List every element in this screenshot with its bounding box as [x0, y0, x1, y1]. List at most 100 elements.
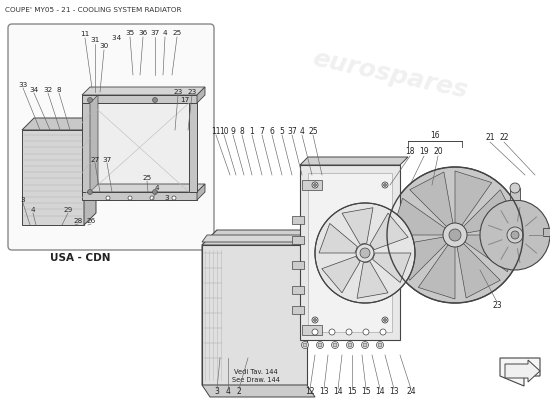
Circle shape — [172, 196, 176, 200]
Text: 14: 14 — [375, 388, 385, 396]
Text: 11: 11 — [211, 126, 221, 136]
Text: eurospares: eurospares — [230, 280, 390, 330]
Text: 15: 15 — [347, 388, 357, 396]
Circle shape — [315, 203, 415, 303]
Bar — [82, 103, 90, 192]
Text: 18: 18 — [405, 148, 415, 156]
Circle shape — [316, 342, 323, 348]
Polygon shape — [342, 208, 373, 244]
Polygon shape — [202, 230, 322, 245]
Circle shape — [480, 200, 550, 270]
Polygon shape — [202, 230, 217, 385]
Bar — [292, 236, 304, 244]
Text: 37: 37 — [287, 126, 297, 136]
Polygon shape — [82, 87, 205, 95]
Text: COUPE' MY05 - 21 - COOLING SYSTEM RADIATOR: COUPE' MY05 - 21 - COOLING SYSTEM RADIAT… — [5, 7, 182, 13]
Polygon shape — [465, 235, 519, 272]
Circle shape — [511, 231, 519, 239]
Circle shape — [332, 342, 338, 348]
Circle shape — [128, 196, 132, 200]
Text: 26: 26 — [86, 218, 96, 224]
Polygon shape — [457, 244, 500, 298]
Text: 20: 20 — [433, 148, 443, 156]
Polygon shape — [357, 262, 388, 298]
Polygon shape — [197, 87, 205, 103]
Circle shape — [314, 184, 316, 186]
Text: 29: 29 — [63, 207, 73, 213]
Text: 5: 5 — [279, 126, 284, 136]
Circle shape — [106, 196, 110, 200]
Text: See Draw. 144: See Draw. 144 — [232, 377, 280, 383]
Text: 17: 17 — [180, 97, 190, 103]
Text: 22: 22 — [499, 134, 509, 142]
Text: USA - CDN: USA - CDN — [50, 253, 110, 263]
Polygon shape — [392, 237, 447, 280]
Text: 36: 36 — [139, 30, 147, 36]
Text: 25: 25 — [308, 126, 318, 136]
Bar — [292, 306, 304, 314]
Polygon shape — [419, 245, 455, 299]
Polygon shape — [90, 95, 98, 192]
Text: 8: 8 — [57, 87, 61, 93]
Text: 11: 11 — [80, 31, 90, 37]
Text: 37: 37 — [102, 157, 112, 163]
Bar — [543, 228, 550, 236]
Polygon shape — [22, 118, 96, 130]
Circle shape — [361, 342, 369, 348]
Text: 4: 4 — [31, 207, 35, 213]
Text: 34: 34 — [112, 35, 124, 41]
Bar — [308, 173, 392, 332]
Circle shape — [314, 318, 316, 322]
Text: 4: 4 — [226, 388, 230, 396]
Text: eurospares: eurospares — [310, 47, 470, 103]
Text: 4: 4 — [163, 30, 167, 36]
Circle shape — [383, 318, 387, 322]
Circle shape — [382, 182, 388, 188]
Circle shape — [329, 329, 335, 335]
Bar — [90, 103, 189, 192]
Polygon shape — [197, 184, 205, 200]
Text: 3: 3 — [214, 388, 219, 396]
Circle shape — [510, 183, 520, 193]
Circle shape — [360, 248, 370, 258]
Circle shape — [356, 244, 374, 262]
Text: 7: 7 — [260, 126, 265, 136]
Circle shape — [377, 342, 383, 348]
Polygon shape — [300, 157, 408, 165]
Bar — [189, 103, 197, 192]
Text: 14: 14 — [333, 388, 343, 396]
Text: 8: 8 — [240, 126, 244, 136]
Circle shape — [346, 329, 352, 335]
Polygon shape — [370, 213, 408, 250]
Circle shape — [443, 223, 467, 247]
Circle shape — [87, 190, 92, 194]
Text: 34: 34 — [29, 87, 38, 93]
Text: 24: 24 — [406, 388, 416, 396]
Circle shape — [152, 190, 157, 194]
Polygon shape — [410, 172, 453, 226]
Text: 25: 25 — [142, 175, 152, 181]
Circle shape — [380, 329, 386, 335]
Text: 27: 27 — [90, 157, 100, 163]
Text: 33: 33 — [18, 82, 28, 88]
Text: 19: 19 — [419, 148, 429, 156]
Bar — [292, 216, 304, 224]
Circle shape — [301, 342, 309, 348]
Text: 21: 21 — [485, 134, 495, 142]
Text: 3: 3 — [164, 195, 169, 201]
Text: 4: 4 — [155, 185, 159, 191]
Text: 4: 4 — [300, 126, 305, 136]
Polygon shape — [202, 385, 315, 397]
Text: 13: 13 — [389, 388, 399, 396]
Circle shape — [312, 329, 318, 335]
Polygon shape — [505, 360, 540, 382]
Circle shape — [363, 329, 369, 335]
Polygon shape — [373, 253, 411, 282]
Circle shape — [507, 227, 523, 243]
Text: 23: 23 — [173, 89, 183, 95]
Polygon shape — [84, 118, 96, 225]
Circle shape — [346, 342, 354, 348]
Text: 37: 37 — [150, 30, 159, 36]
Text: 35: 35 — [125, 30, 135, 36]
Circle shape — [363, 343, 367, 347]
